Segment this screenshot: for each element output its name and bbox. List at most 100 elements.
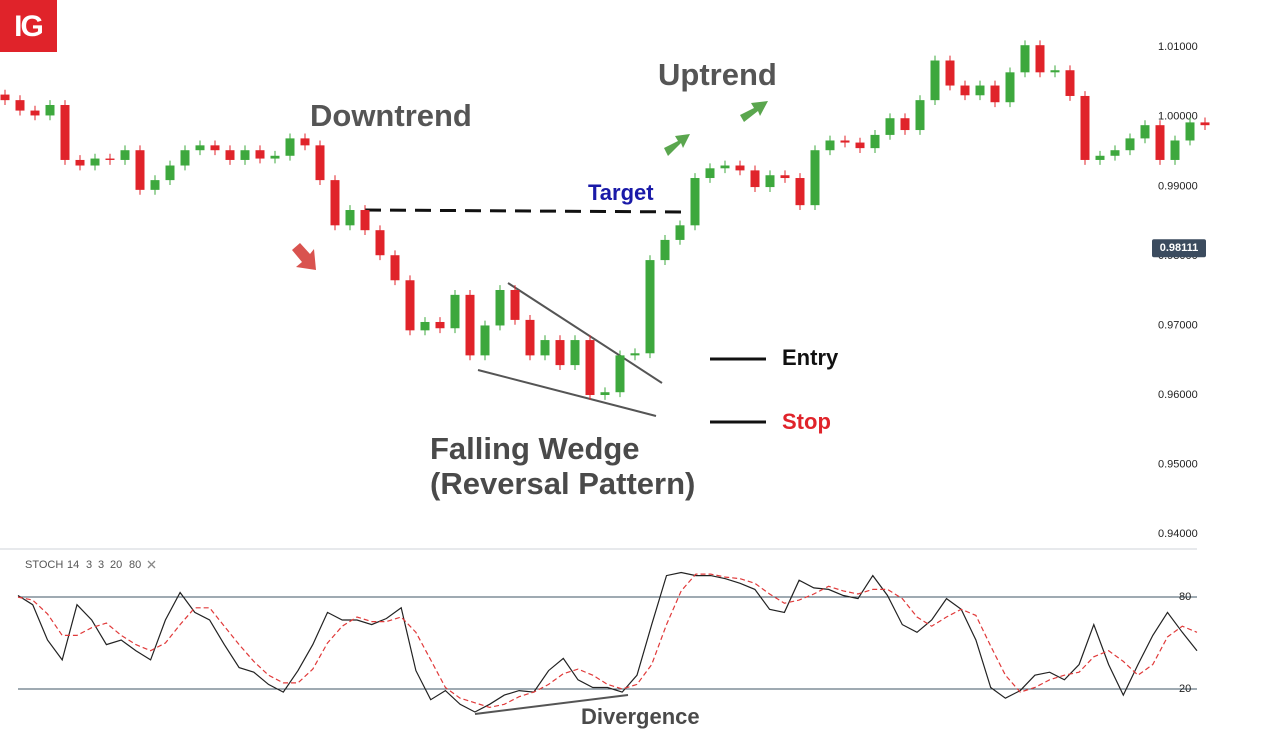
candle-body [975, 85, 985, 96]
y-tick-label: 0.99000 [1158, 180, 1198, 192]
stop-label: Stop [782, 409, 831, 434]
candle-body [915, 100, 925, 131]
uptrend-label: Uptrend [658, 57, 777, 92]
wedge-lower [477, 369, 657, 417]
candle-body [405, 280, 415, 331]
candle-body [990, 85, 1000, 103]
indicator-param: 3 [86, 559, 92, 571]
candle-body [720, 165, 730, 169]
candle-body [555, 340, 565, 366]
candle-body [660, 239, 670, 261]
candle-body [495, 289, 505, 326]
candle-body [795, 178, 805, 206]
candle-body [1155, 125, 1165, 160]
candle-body [645, 260, 655, 354]
candle-body [450, 294, 460, 329]
candle-body [390, 255, 400, 281]
candle-body [375, 230, 385, 256]
candle-body [330, 180, 340, 226]
logo-box [0, 0, 57, 52]
candle-body [780, 175, 790, 179]
candle-body [960, 85, 970, 96]
candle-body [180, 150, 190, 166]
candle-body [705, 168, 715, 179]
candle-body [930, 60, 940, 101]
y-tick-label: 1.00000 [1158, 111, 1198, 123]
candle-body [15, 100, 25, 111]
candle-body [1050, 70, 1060, 73]
divergence-label: Divergence [581, 704, 700, 729]
y-tick-label: 80 [1179, 591, 1191, 603]
candle-body [210, 145, 220, 151]
candle-body [285, 138, 295, 156]
candle-body [1200, 122, 1210, 126]
entry-label: Entry [782, 345, 839, 370]
candle-body [435, 321, 445, 329]
candle-body [480, 325, 490, 356]
candle-body [75, 159, 85, 166]
candle-body [1110, 150, 1120, 156]
candle-body [825, 140, 835, 151]
candle-body [1080, 95, 1090, 160]
logo: IG [14, 10, 42, 43]
candle-body [600, 392, 610, 396]
candle-body [870, 134, 880, 149]
downtrend-label: Downtrend [310, 98, 472, 133]
candle-body [465, 294, 475, 356]
up-arrow [664, 134, 690, 156]
candle-body [150, 180, 160, 190]
pattern-label: Falling Wedge [430, 431, 640, 466]
y-tick-label: 0.97000 [1158, 319, 1198, 331]
candle-body [540, 340, 550, 356]
close-icon[interactable] [147, 560, 156, 569]
y-tick-label: 20 [1179, 683, 1191, 695]
down-arrow [292, 243, 316, 270]
stoch-line [17, 573, 1198, 709]
candle-body [240, 150, 250, 160]
candle-body [1140, 125, 1150, 139]
candle-body [120, 150, 130, 160]
y-tick-label: 0.95000 [1158, 458, 1198, 470]
candle-body [750, 170, 760, 188]
candle-body [60, 105, 70, 160]
candle-body [765, 175, 775, 188]
candle-body [135, 150, 145, 190]
candle-body [1005, 72, 1015, 103]
candle-body [885, 118, 895, 135]
y-tick-label: 1.01000 [1158, 41, 1198, 53]
indicator-name: STOCH [25, 559, 63, 571]
target-label: Target [588, 180, 654, 205]
candle-body [525, 319, 535, 356]
last-price-label: 0.98111 [1160, 242, 1199, 254]
candle-body [105, 158, 115, 160]
candle-body [30, 110, 40, 116]
candle-body [195, 145, 205, 151]
pattern-note: (Reversal Pattern) [430, 466, 695, 501]
indicator-param: 3 [98, 559, 104, 571]
candle-body [315, 145, 325, 181]
indicator-param: 14 [67, 559, 79, 571]
candle-body [300, 138, 310, 146]
candle-body [270, 155, 280, 159]
candle-body [900, 118, 910, 131]
candle-body [1095, 155, 1105, 160]
candle-body [225, 150, 235, 160]
wedge-upper [507, 282, 663, 384]
candle-body [675, 225, 685, 240]
candle-body [1185, 122, 1195, 141]
candle-body [690, 178, 700, 226]
candle-body [345, 210, 355, 226]
candle-body [0, 94, 10, 101]
candle-body [615, 355, 625, 393]
stoch-line [17, 571, 1198, 713]
candle-body [570, 340, 580, 366]
candle-body [855, 142, 865, 149]
candle-body [810, 150, 820, 206]
candle-body [1170, 140, 1180, 160]
divergence-line [474, 694, 629, 715]
candle-body [1065, 70, 1075, 96]
candle-body [1020, 45, 1030, 73]
indicator-param: 20 [110, 559, 122, 571]
